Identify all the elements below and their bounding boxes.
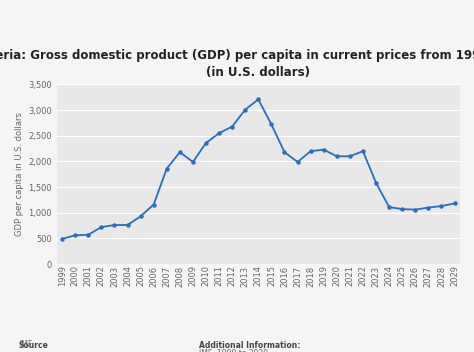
Text: IMF, 1999 to 2029: IMF, 1999 to 2029 xyxy=(199,349,268,352)
Text: Additional Information:: Additional Information: xyxy=(199,341,301,350)
Text: Source: Source xyxy=(19,341,49,350)
Text: IMF
© Statista 2024: IMF © Statista 2024 xyxy=(19,340,80,352)
Title: Nigeria: Gross domestic product (GDP) per capita in current prices from 1999 to : Nigeria: Gross domestic product (GDP) pe… xyxy=(0,49,474,79)
Y-axis label: GDP per capita in U.S. dollars: GDP per capita in U.S. dollars xyxy=(15,112,24,236)
